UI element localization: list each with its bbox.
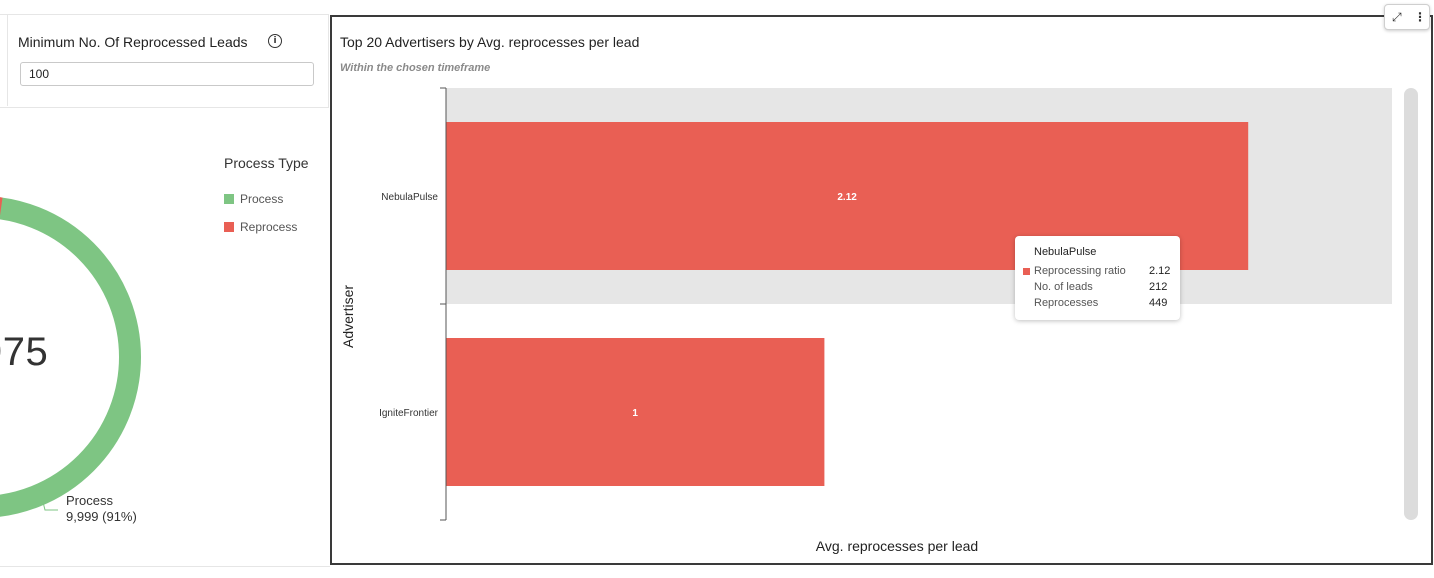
donut-center-value: 975 [0, 330, 49, 374]
donut-slice-label: Process 9,999 (91%) [66, 493, 137, 525]
bar-data-label: 2.12 [837, 192, 857, 203]
legend-label: Process [240, 192, 284, 206]
tooltip-title: NebulaPulse [1034, 246, 1097, 258]
bar-chart: 2.12 NebulaPulse 1 IgniteFrontier [379, 87, 1392, 521]
x-axis-label: Avg. reprocesses per lead [815, 538, 979, 554]
tooltip-key: No. of leads [1034, 281, 1093, 293]
legend-label: Reprocess [240, 220, 298, 234]
info-icon[interactable]: i [268, 34, 282, 48]
chart-subtitle: Within the chosen timeframe [340, 62, 491, 74]
category-tick-label: NebulaPulse [381, 192, 438, 203]
chart-scrollbar[interactable] [1404, 88, 1418, 520]
tooltip-row: Reprocessing ratio 2.12 [1023, 265, 1173, 277]
slice-label-value: 9,999 (91%) [66, 509, 137, 524]
slice-label-name: Process [66, 493, 113, 508]
filter-label: Minimum No. Of Reprocessed Leads [18, 34, 248, 50]
tooltip-value: 449 [1149, 297, 1168, 309]
tooltip-row: No. of leads 212 [1023, 281, 1173, 293]
slice-label-leader [39, 489, 58, 511]
tooltip-value: 2.12 [1149, 265, 1171, 277]
category-tick-label: IgniteFrontier [379, 408, 439, 419]
bar[interactable] [446, 338, 825, 486]
tooltip: NebulaPulse Reprocessing ratio 2.12 No. … [1015, 236, 1180, 320]
legend-swatch [224, 222, 234, 232]
chart-controls: ⤢ ⋮ [1384, 4, 1430, 30]
bar-data-label: 1 [632, 408, 638, 419]
donut-process-arc[interactable] [0, 197, 141, 517]
chart-title: Top 20 Advertisers by Avg. reprocesses p… [340, 34, 640, 50]
tooltip-value: 212 [1149, 281, 1168, 293]
tooltip-key: Reprocesses [1034, 297, 1099, 309]
tooltip-key: Reprocessing ratio [1034, 265, 1126, 277]
filter-panel [0, 14, 329, 108]
divider [0, 566, 330, 567]
legend-item-reprocess[interactable]: Reprocess [224, 220, 297, 234]
legend-item-process[interactable]: Process [224, 192, 283, 206]
donut-reprocess-arc[interactable] [0, 197, 3, 217]
donut-chart [0, 197, 141, 517]
tooltip-swatch [1023, 267, 1030, 275]
tooltip-row: Reprocesses 449 [1023, 297, 1173, 309]
legend-title: Process Type [224, 155, 309, 171]
legend-swatch [224, 194, 234, 204]
divider [7, 14, 8, 106]
expand-icon[interactable]: ⤢ [1392, 10, 1402, 24]
more-vertical-icon[interactable]: ⋮ [1414, 10, 1426, 24]
min-reprocessed-leads-input[interactable] [20, 62, 314, 86]
